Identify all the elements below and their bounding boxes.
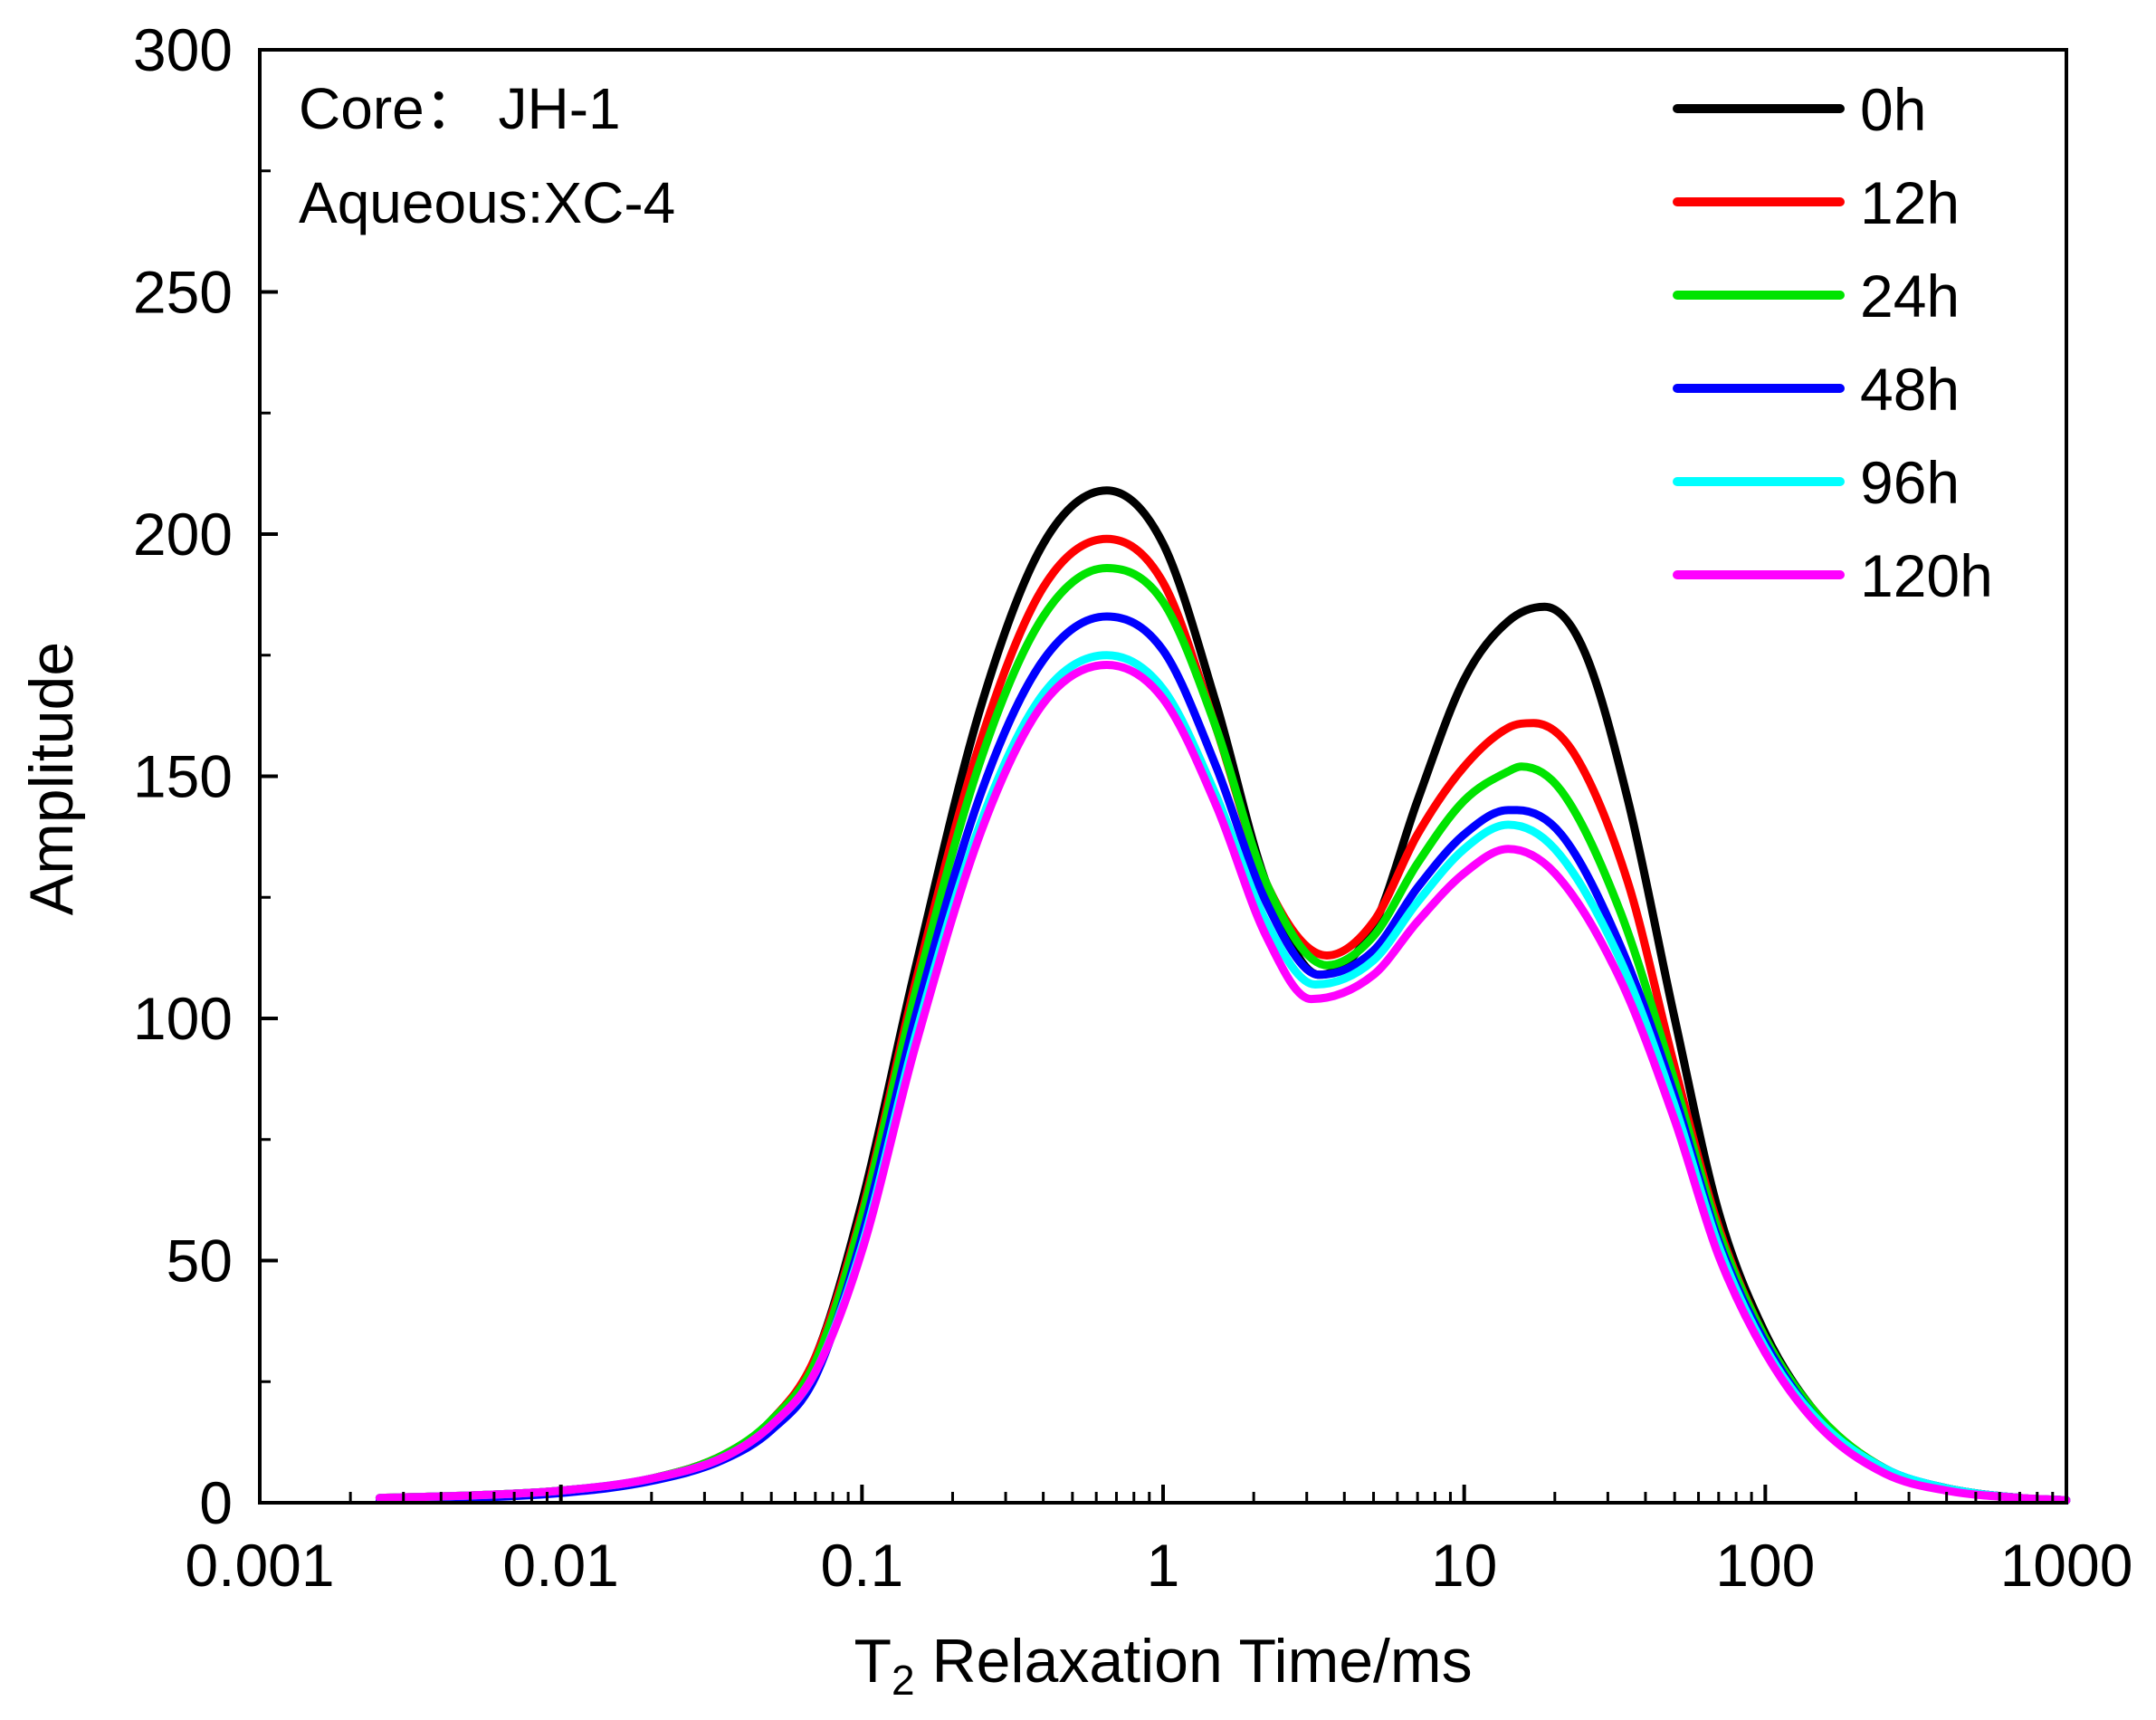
series-line-0h [375, 486, 2071, 1505]
legend-label-120h: 120h [1860, 542, 1993, 609]
x-tick-label: 0.01 [502, 1532, 618, 1599]
annotation-aqueous: Aqueous:XC-4 [299, 170, 675, 235]
legend: 0h 12h 24h 48h 96h 120h [1673, 76, 1993, 609]
series-line-12h [375, 534, 2071, 1505]
x-tick-label: 0.001 [185, 1532, 334, 1599]
y-axis-title: Amplitude [17, 642, 86, 915]
x-tick-label: 0.1 [820, 1532, 903, 1599]
plot-frame [258, 48, 2068, 1505]
legend-label-24h: 24h [1860, 263, 1960, 330]
legend-label-0h: 0h [1860, 76, 1926, 143]
y-tick-label: 50 [167, 1228, 233, 1295]
x-axis-title-t: T [854, 1627, 892, 1696]
y-axis-ticks: 0 50 100 150 200 250 300 [133, 16, 278, 1536]
annotation-core: Core： JH-1 [299, 76, 621, 141]
legend-label-12h: 12h [1860, 169, 1960, 236]
x-axis-title-subscript: 2 [892, 1657, 915, 1704]
x-axis-title: T2 Relaxation Time/ms [854, 1627, 1472, 1704]
x-axis-ticks: 0.001 0.01 0.1 1 10 100 1000 [185, 1485, 2132, 1599]
x-tick-label: 1000 [2000, 1532, 2133, 1599]
y-tick-label: 200 [133, 501, 233, 568]
x-tick-label: 1 [1147, 1532, 1180, 1599]
y-tick-label: 150 [133, 743, 233, 810]
y-tick-label: 100 [133, 985, 233, 1052]
x-tick-label: 10 [1431, 1532, 1497, 1599]
series-line-120h [375, 661, 2071, 1505]
y-tick-label: 250 [133, 259, 233, 326]
x-axis-title-rest: Relaxation Time/ms [915, 1627, 1473, 1696]
legend-label-48h: 48h [1860, 356, 1960, 423]
x-tick-label: 100 [1715, 1532, 1815, 1599]
y-tick-label: 300 [133, 16, 233, 83]
legend-label-96h: 96h [1860, 449, 1960, 516]
series-line-24h [375, 564, 2071, 1505]
y-tick-label: 0 [199, 1469, 233, 1536]
series-curves [375, 486, 2071, 1505]
